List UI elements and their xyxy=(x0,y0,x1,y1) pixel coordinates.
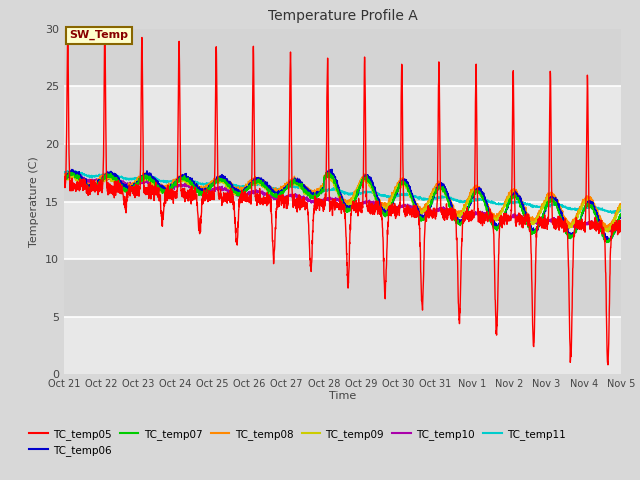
TC_temp08 xyxy=(157,182,164,188)
TC_temp05 xyxy=(64,35,72,40)
TC_temp10 xyxy=(298,194,306,200)
TC_temp11 xyxy=(546,204,554,209)
TC_temp11 xyxy=(608,210,616,216)
TC_temp06 xyxy=(157,183,164,189)
TC_temp06 xyxy=(124,185,131,191)
TC_temp09 xyxy=(298,186,306,192)
TC_temp05 xyxy=(617,225,625,231)
TC_temp05 xyxy=(546,81,554,87)
Bar xyxy=(64,259,621,317)
Line: TC_temp05: TC_temp05 xyxy=(64,37,621,365)
TC_temp07 xyxy=(298,184,306,190)
TC_temp06 xyxy=(606,236,614,242)
TC_temp08 xyxy=(124,183,131,189)
TC_temp09 xyxy=(68,171,76,177)
TC_temp09 xyxy=(606,226,614,231)
Bar xyxy=(64,317,621,374)
Line: TC_temp09: TC_temp09 xyxy=(64,174,621,232)
TC_temp09 xyxy=(546,193,554,199)
TC_temp10 xyxy=(546,217,554,223)
TC_temp09 xyxy=(157,185,164,191)
TC_temp09 xyxy=(274,190,282,196)
TC_temp11 xyxy=(66,168,74,174)
TC_temp06 xyxy=(274,191,282,196)
TC_temp06 xyxy=(60,174,68,180)
TC_temp05 xyxy=(157,206,164,212)
Line: TC_temp11: TC_temp11 xyxy=(64,171,621,213)
TC_temp07 xyxy=(65,169,73,175)
TC_temp05 xyxy=(298,202,306,208)
TC_temp05 xyxy=(274,204,282,210)
TC_temp11 xyxy=(274,186,282,192)
Line: TC_temp08: TC_temp08 xyxy=(64,171,621,230)
TC_temp11 xyxy=(617,207,625,213)
TC_temp11 xyxy=(157,178,164,183)
X-axis label: Time: Time xyxy=(329,391,356,401)
Bar xyxy=(64,86,621,144)
TC_temp06 xyxy=(604,238,611,243)
TC_temp09 xyxy=(617,204,625,210)
TC_temp10 xyxy=(67,170,74,176)
Line: TC_temp06: TC_temp06 xyxy=(64,169,621,240)
TC_temp07 xyxy=(157,187,164,192)
Y-axis label: Temperature (C): Temperature (C) xyxy=(29,156,40,247)
TC_temp08 xyxy=(617,201,625,207)
Text: SW_Temp: SW_Temp xyxy=(70,30,129,40)
TC_temp10 xyxy=(60,171,68,177)
TC_temp10 xyxy=(124,181,132,187)
TC_temp07 xyxy=(617,211,625,216)
Bar xyxy=(64,29,621,86)
TC_temp05 xyxy=(124,195,132,201)
TC_temp08 xyxy=(603,227,611,233)
TC_temp11 xyxy=(298,185,306,191)
TC_temp09 xyxy=(124,187,132,193)
TC_temp10 xyxy=(607,228,614,234)
TC_temp10 xyxy=(606,228,614,233)
TC_temp10 xyxy=(157,183,164,189)
Bar xyxy=(64,202,621,259)
Legend: TC_temp05, TC_temp06, TC_temp07, TC_temp08, TC_temp09, TC_temp10, TC_temp11: TC_temp05, TC_temp06, TC_temp07, TC_temp… xyxy=(25,424,570,460)
TC_temp08 xyxy=(326,168,333,174)
TC_temp10 xyxy=(274,194,282,200)
Bar xyxy=(64,144,621,202)
TC_temp08 xyxy=(274,188,282,193)
TC_temp07 xyxy=(546,198,554,204)
TC_temp08 xyxy=(546,192,554,197)
TC_temp07 xyxy=(124,189,132,195)
TC_temp06 xyxy=(328,167,336,172)
TC_temp05 xyxy=(60,175,68,181)
TC_temp11 xyxy=(60,170,68,176)
TC_temp05 xyxy=(604,362,612,368)
TC_temp10 xyxy=(617,225,625,231)
TC_temp07 xyxy=(606,238,614,244)
TC_temp06 xyxy=(298,181,305,187)
TC_temp11 xyxy=(606,209,614,215)
Line: TC_temp07: TC_temp07 xyxy=(64,172,621,242)
Title: Temperature Profile A: Temperature Profile A xyxy=(268,10,417,24)
TC_temp09 xyxy=(60,176,68,181)
TC_temp06 xyxy=(617,212,625,217)
TC_temp05 xyxy=(606,254,614,260)
TC_temp06 xyxy=(546,198,554,204)
TC_temp11 xyxy=(124,176,132,182)
TC_temp09 xyxy=(604,229,612,235)
TC_temp08 xyxy=(298,180,305,186)
TC_temp08 xyxy=(606,221,614,227)
TC_temp08 xyxy=(60,172,68,178)
Line: TC_temp10: TC_temp10 xyxy=(64,173,621,231)
TC_temp07 xyxy=(603,240,611,245)
TC_temp07 xyxy=(60,174,68,180)
TC_temp07 xyxy=(274,194,282,200)
